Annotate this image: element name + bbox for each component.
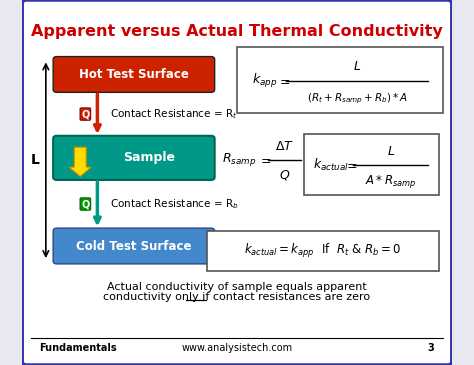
Text: $k_{actual}$: $k_{actual}$ bbox=[313, 157, 350, 173]
FancyBboxPatch shape bbox=[207, 231, 439, 271]
Text: $L$: $L$ bbox=[353, 60, 361, 73]
Text: $R_{samp}$: $R_{samp}$ bbox=[222, 151, 256, 168]
Text: $L$: $L$ bbox=[387, 145, 395, 158]
Text: Q: Q bbox=[81, 109, 90, 119]
Text: $k_{actual}=k_{app}$  If  $R_t$ & $R_b=0$: $k_{actual}=k_{app}$ If $R_t$ & $R_b=0$ bbox=[244, 242, 401, 260]
FancyBboxPatch shape bbox=[303, 134, 439, 195]
Text: $=$: $=$ bbox=[277, 74, 291, 88]
Text: $\Delta T$: $\Delta T$ bbox=[275, 139, 294, 153]
FancyBboxPatch shape bbox=[53, 228, 215, 264]
Text: Contact Resistance = R$_t$: Contact Resistance = R$_t$ bbox=[110, 107, 238, 121]
FancyBboxPatch shape bbox=[237, 47, 443, 113]
Text: $(R_t + R_{samp} + R_b)*A$: $(R_t + R_{samp} + R_b)*A$ bbox=[307, 92, 408, 106]
Text: Hot Test Surface: Hot Test Surface bbox=[79, 68, 189, 81]
Text: $=$: $=$ bbox=[344, 158, 357, 171]
Text: $Q$: $Q$ bbox=[279, 168, 290, 182]
Text: Apparent versus Actual Thermal Conductivity: Apparent versus Actual Thermal Conductiv… bbox=[31, 23, 443, 39]
FancyArrow shape bbox=[69, 147, 91, 177]
Text: Contact Resistance = R$_b$: Contact Resistance = R$_b$ bbox=[110, 197, 239, 211]
Text: $k_{app}$: $k_{app}$ bbox=[252, 72, 277, 90]
Text: Cold Test Surface: Cold Test Surface bbox=[76, 239, 191, 253]
Text: $=$: $=$ bbox=[258, 153, 271, 166]
Text: 3: 3 bbox=[428, 343, 435, 353]
Text: L: L bbox=[31, 153, 39, 167]
Text: Q: Q bbox=[81, 199, 90, 209]
FancyBboxPatch shape bbox=[22, 0, 452, 365]
Text: conductivity only if contact resistances are zero: conductivity only if contact resistances… bbox=[103, 292, 371, 303]
FancyBboxPatch shape bbox=[53, 136, 215, 180]
Text: Sample: Sample bbox=[123, 151, 175, 164]
Text: Actual conductivity of sample equals apparent: Actual conductivity of sample equals app… bbox=[107, 281, 367, 292]
Text: Fundamentals: Fundamentals bbox=[39, 343, 117, 353]
FancyBboxPatch shape bbox=[53, 57, 215, 92]
Text: $A*R_{samp}$: $A*R_{samp}$ bbox=[365, 173, 417, 190]
Text: www.analysistech.com: www.analysistech.com bbox=[182, 343, 292, 353]
